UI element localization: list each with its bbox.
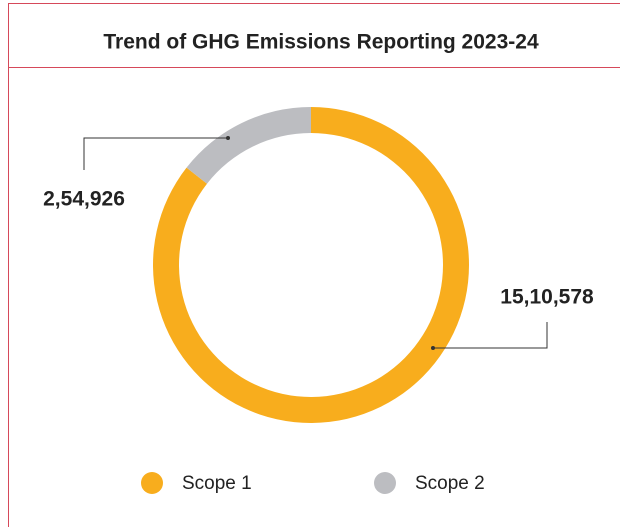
card-border bbox=[8, 3, 620, 527]
leader-line bbox=[83, 137, 228, 170]
legend-label: Scope 2 bbox=[415, 473, 485, 494]
donut-slice bbox=[186, 107, 311, 184]
legend-label: Scope 1 bbox=[182, 473, 252, 494]
leader-dot bbox=[226, 136, 230, 140]
leader-dot bbox=[431, 346, 435, 350]
value-label: 2,54,926 bbox=[43, 188, 125, 211]
leader-line bbox=[433, 322, 548, 349]
value-label: 15,10,578 bbox=[500, 286, 594, 309]
legend-swatch bbox=[374, 472, 396, 494]
chart-title: Trend of GHG Emissions Reporting 2023-24 bbox=[103, 31, 539, 54]
legend-swatch bbox=[141, 472, 163, 494]
